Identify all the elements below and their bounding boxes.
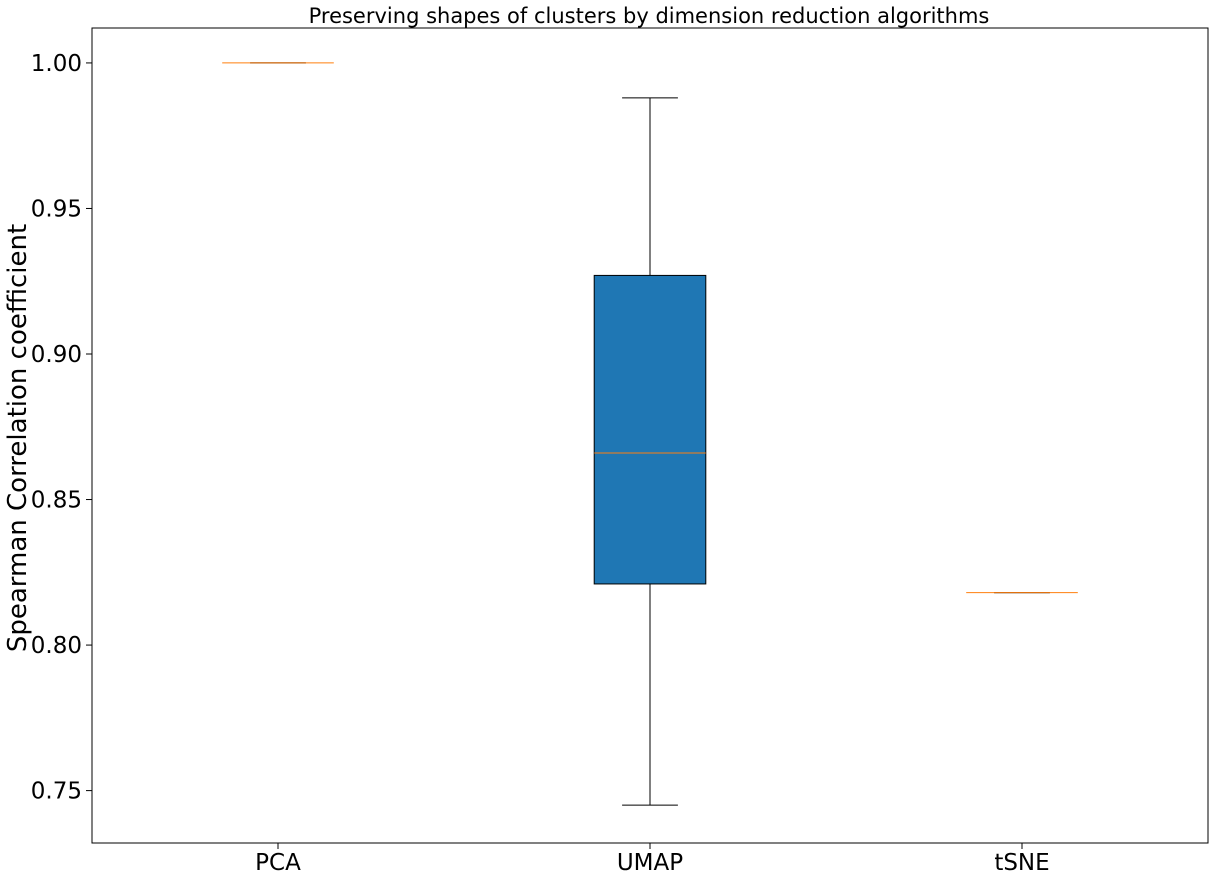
x-tick-label: tSNE <box>994 850 1049 876</box>
umap-box <box>593 274 707 585</box>
y-tick-label: 0.85 <box>31 488 82 514</box>
y-tick-label: 0.95 <box>31 196 82 222</box>
x-tick-label: PCA <box>255 850 301 876</box>
y-axis-label: Spearman Correlation coefficient <box>3 224 33 652</box>
y-tick-label: 0.90 <box>31 342 82 368</box>
y-tick-label: 0.80 <box>31 633 82 659</box>
x-tick-label: UMAP <box>617 850 683 876</box>
plot-area: 0.75 0.80 0.85 0.90 0.95 1.00 PCA UMAP tSNE <box>31 27 1209 876</box>
chart-title: Preserving shapes of clusters by dimensi… <box>309 4 990 28</box>
y-tick-label: 0.75 <box>31 779 82 805</box>
y-tick-label: 1.00 <box>31 51 82 77</box>
